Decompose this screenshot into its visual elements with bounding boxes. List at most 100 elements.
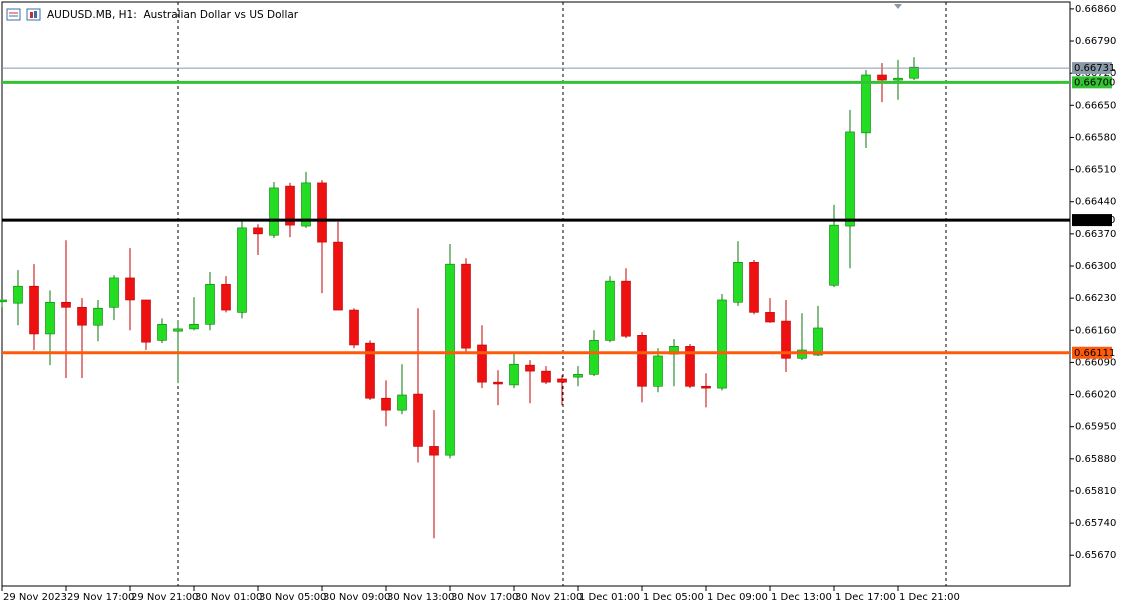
price-level-label: 0.66731	[1074, 63, 1115, 74]
candle-body	[685, 346, 695, 387]
candle-body	[413, 393, 423, 447]
toolbar-icons	[6, 8, 41, 21]
y-tick-label: 0.66230	[1075, 293, 1116, 304]
y-tick-label: 0.66650	[1075, 100, 1116, 111]
x-tick-label: 30 Nov 05:00	[259, 592, 326, 603]
candle-body	[861, 74, 871, 134]
candle-body	[269, 187, 279, 236]
price-level-box	[1072, 346, 1112, 359]
candle-body	[349, 309, 359, 346]
icon	[30, 12, 33, 18]
price-level-label: 0.66700	[1074, 77, 1115, 88]
price-level-label: 0.66111	[1074, 348, 1115, 359]
candle-body	[397, 394, 407, 411]
shift-marker	[894, 4, 902, 9]
x-tick-label: 29 Nov 17:00	[67, 592, 134, 603]
candle-body	[733, 262, 743, 303]
y-tick-label: 0.65950	[1075, 422, 1116, 433]
y-tick-label: 0.65810	[1075, 486, 1116, 497]
candle-body	[0, 299, 7, 303]
candle-body	[845, 131, 855, 227]
price-level-box	[1072, 62, 1112, 75]
candle-body	[253, 227, 263, 235]
y-tick-label: 0.66860	[1075, 4, 1116, 15]
candle-body	[317, 182, 327, 243]
candle-body	[525, 364, 535, 372]
x-tick-label: 29 Nov 2023	[3, 592, 67, 603]
y-tick-label: 0.66790	[1075, 36, 1116, 47]
candle-body	[381, 397, 391, 411]
icon	[6, 8, 21, 21]
chart-title: AUDUSD.MB, H1: Australian Dollar vs US D…	[47, 9, 299, 21]
candle-body	[205, 284, 215, 325]
x-tick-label: 30 Nov 13:00	[387, 592, 454, 603]
candle-body	[93, 307, 103, 326]
candle-body	[237, 227, 247, 313]
y-tick-label: 0.66510	[1075, 165, 1116, 176]
candle-body	[637, 335, 647, 387]
candle-body	[461, 263, 471, 349]
candle-body	[445, 263, 455, 456]
y-tick-label: 0.66160	[1075, 325, 1116, 336]
y-tick-label: 0.66370	[1075, 229, 1116, 240]
candle-body	[285, 185, 295, 226]
icon	[26, 8, 41, 21]
x-tick-label: 29 Nov 21:00	[131, 592, 198, 603]
candle-body	[589, 340, 599, 375]
candle-body	[893, 77, 903, 81]
candle-body	[45, 301, 55, 335]
candle-body	[189, 324, 199, 330]
candle-body	[557, 378, 567, 383]
x-tick-label: 1 Dec 17:00	[835, 592, 896, 603]
candle-body	[365, 342, 375, 399]
y-tick-label: 0.66300	[1075, 261, 1116, 272]
candle-body	[605, 280, 615, 341]
candle-body	[541, 370, 551, 383]
candle-body	[77, 307, 87, 326]
price-level-box	[1072, 214, 1112, 227]
x-tick-label: 30 Nov 01:00	[195, 592, 262, 603]
candle-body	[621, 280, 631, 337]
candle-body	[909, 66, 919, 79]
y-tick-label: 0.66090	[1075, 357, 1116, 368]
candle-body	[653, 355, 663, 387]
candle-body	[573, 374, 583, 378]
x-tick-label: 30 Nov 09:00	[323, 592, 390, 603]
candle-body	[109, 277, 119, 308]
candle-body	[13, 285, 23, 304]
candle-body	[877, 74, 887, 81]
candle-body	[333, 241, 343, 311]
candle-body	[717, 299, 727, 389]
candle-body	[493, 381, 503, 385]
price-level-label: 0.66400	[1074, 215, 1115, 226]
y-tick-label: 0.66580	[1075, 132, 1116, 143]
y-tick-label: 0.66020	[1075, 390, 1116, 401]
x-tick-label: 1 Dec 13:00	[771, 592, 832, 603]
y-tick-label: 0.66440	[1075, 197, 1116, 208]
x-tick-label: 1 Dec 01:00	[579, 592, 640, 603]
candle-body	[477, 344, 487, 383]
x-tick-label: 30 Nov 17:00	[451, 592, 518, 603]
candle-body	[781, 320, 791, 359]
x-tick-label: 1 Dec 21:00	[899, 592, 960, 603]
candle-body	[157, 324, 167, 341]
candle-body	[173, 328, 183, 332]
y-tick-label: 0.65740	[1075, 518, 1116, 529]
price-level-box	[1072, 76, 1112, 89]
x-tick-label: 30 Nov 21:00	[515, 592, 582, 603]
candle-body	[509, 363, 519, 386]
candle-body	[29, 285, 39, 335]
candle-body	[61, 301, 71, 308]
x-tick-label: 1 Dec 09:00	[707, 592, 768, 603]
icon	[34, 11, 37, 18]
candle-body	[141, 299, 151, 343]
x-tick-label: 1 Dec 05:00	[643, 592, 704, 603]
y-tick-label: 0.65670	[1075, 550, 1116, 561]
candle-body	[749, 262, 759, 313]
candle-body	[221, 284, 231, 311]
y-tick-label: 0.65880	[1075, 454, 1116, 465]
candle-body	[125, 277, 135, 301]
candle-body	[813, 327, 823, 356]
candle-body	[829, 224, 839, 286]
